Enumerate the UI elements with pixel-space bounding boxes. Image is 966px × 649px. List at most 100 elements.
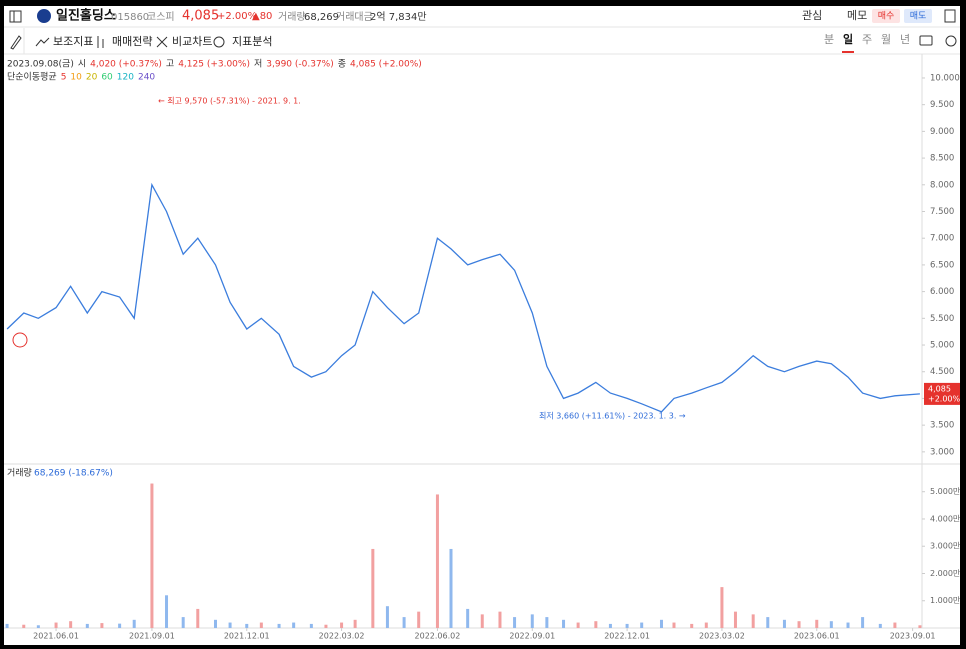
volume-bar — [292, 622, 296, 628]
volume-bar — [196, 608, 200, 628]
period[interactable]: 일 — [843, 32, 853, 46]
x-tick-label: 2022.06.02 — [415, 632, 461, 641]
volume-bar — [353, 619, 357, 628]
period[interactable]: 주 — [862, 33, 872, 46]
sidebar-icon[interactable] — [9, 10, 22, 23]
stock-code: 015860 — [111, 12, 149, 23]
period[interactable]: 월 — [881, 33, 891, 46]
volume-bar — [594, 621, 598, 628]
info-text: 4,125 (+3.00%) — [178, 60, 250, 70]
info-text: 3,990 (-0.37%) — [266, 60, 334, 70]
volume-bar — [340, 622, 344, 628]
x-tick-label: 2021.06.01 — [33, 632, 79, 641]
logo — [37, 9, 51, 23]
volume-bar — [690, 623, 694, 628]
volume-bar — [861, 617, 865, 628]
info-text: 시 — [78, 59, 86, 70]
info-text: 저 — [254, 59, 262, 70]
ma-legend: 단순이동평균 — [7, 72, 57, 83]
volume-bar — [213, 619, 217, 628]
draw-icon[interactable] — [10, 35, 22, 50]
x-tick-label: 2021.12.01 — [224, 632, 270, 641]
change-pct: +2.00% — [217, 11, 257, 22]
volume-subtitle: 68,269 (-18.67%) — [34, 469, 113, 479]
ma-legend: 60 — [101, 73, 113, 83]
camera-icon[interactable] — [919, 35, 933, 46]
y-tick-label: 3.000 — [930, 447, 954, 457]
y-tick-label: 2.000만 — [930, 569, 960, 578]
volume-bar — [309, 623, 313, 628]
sell-button[interactable]: 매도 — [910, 11, 927, 22]
tool[interactable]: 비교차트 — [172, 35, 212, 48]
amount: 2억 7,834만 — [370, 11, 427, 23]
period[interactable]: 년 — [900, 33, 910, 46]
tool[interactable]: 지표분석 — [232, 35, 272, 48]
reset-icon[interactable] — [12, 332, 28, 348]
watch-button[interactable]: 관심 — [802, 9, 822, 22]
x-tick-label: 2022.09.01 — [509, 632, 555, 641]
tool[interactable]: 보조지표 — [53, 35, 93, 48]
info-text: 고 — [166, 60, 174, 70]
volume-bar — [878, 623, 882, 628]
x-tick-label: 2021.09.01 — [129, 632, 175, 641]
panel-icon[interactable] — [944, 9, 956, 23]
annotation: 최저 3,660 (+11.61%) - 2023. 1. 3. → — [539, 411, 686, 421]
settings-icon[interactable] — [945, 35, 957, 47]
y-tick-label: 5.000 — [930, 341, 954, 351]
market: 코스피 — [147, 11, 175, 23]
volume-bar — [245, 623, 249, 628]
ma-legend: 5 — [61, 73, 67, 83]
volume-bar — [659, 619, 663, 628]
volume-bar — [498, 611, 502, 628]
y-tick-label: 9.000 — [930, 127, 954, 137]
volume-bar — [608, 623, 612, 628]
y-tick-label: 5.000만 — [930, 487, 960, 496]
volume-bar — [562, 619, 566, 628]
volume-bar — [85, 623, 89, 628]
volume-bar — [165, 595, 169, 628]
y-tick-label: 8.500 — [930, 154, 954, 164]
buy-button[interactable]: 매수 — [878, 11, 895, 22]
volume-bar — [100, 623, 104, 628]
x-tick-label: 2023.03.02 — [699, 632, 745, 641]
ma-legend: 240 — [138, 73, 155, 83]
memo-button[interactable]: 메모 — [847, 9, 867, 22]
volume-bar — [918, 625, 922, 628]
analysis-icon — [213, 36, 225, 48]
compare-icon — [156, 36, 168, 48]
period[interactable]: 분 — [824, 33, 834, 46]
y-tick-label: 6.000 — [930, 287, 954, 297]
app: 일진홀딩스 015860 코스피 4,085 +2.00% ▲80 거래량 68… — [4, 6, 961, 645]
volume-bar — [118, 623, 122, 628]
volume-bar — [69, 621, 73, 628]
volume-bar — [228, 622, 232, 628]
volume-bar — [449, 548, 453, 628]
volume-bar — [324, 624, 328, 628]
volume-bar — [846, 622, 850, 628]
info-line: 2023.09.08(금) 시 4,020 (+0.37%) 고 4,125 (+3.0… — [7, 59, 422, 83]
y-tick-label: 3.500 — [930, 421, 954, 431]
volume: 68,269 — [304, 12, 339, 23]
y-tick-label: 5.500 — [930, 314, 954, 324]
volume-bar — [751, 614, 755, 628]
indicator-icon — [35, 37, 50, 47]
volume-bar — [480, 614, 484, 628]
volume-bar — [720, 587, 724, 628]
change: ▲80 — [252, 11, 272, 22]
y-tick-label: 7.000 — [930, 234, 954, 244]
sell-bg[interactable] — [904, 9, 932, 23]
tool[interactable]: 매매전략 — [112, 35, 152, 48]
y-tick-label: 7.500 — [930, 207, 954, 217]
y-tick-label: 4.000만 — [930, 514, 960, 523]
volume-bar — [766, 617, 770, 628]
volume-bar — [513, 617, 517, 628]
price-tag-pct: +2.00% — [928, 394, 960, 403]
buy-bg[interactable] — [872, 9, 900, 23]
amount-label: 거래대금 — [336, 11, 373, 23]
volume-bar — [893, 622, 897, 628]
y-tick-label: 9.500 — [930, 100, 954, 110]
y-tick-label: 6.500 — [930, 260, 954, 270]
volume-bar — [150, 483, 154, 628]
volume-bar — [672, 622, 676, 628]
volume-bar — [545, 617, 549, 628]
